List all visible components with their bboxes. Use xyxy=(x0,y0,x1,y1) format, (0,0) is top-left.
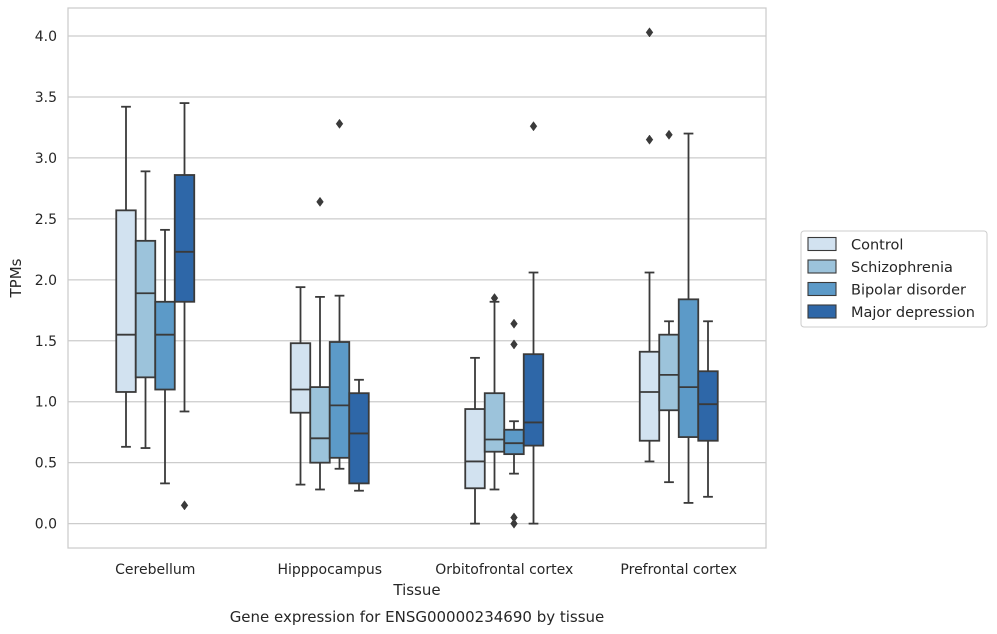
y-tick-label: 0.0 xyxy=(35,517,57,533)
y-tick-label: 0.5 xyxy=(35,456,57,472)
box-major-depression xyxy=(697,320,719,498)
outlier-point xyxy=(645,27,654,38)
box-iqr xyxy=(483,392,506,453)
box-major-depression xyxy=(348,378,370,492)
box-schizophrenia xyxy=(134,170,157,449)
box-iqr xyxy=(503,428,525,456)
box-iqr xyxy=(309,386,331,464)
y-tick-label: 3.0 xyxy=(35,151,57,167)
chart-caption: Gene expression for ENSG00000234690 by t… xyxy=(230,608,605,626)
legend-label: Control xyxy=(851,238,903,254)
x-tick-label: Prefrontal cortex xyxy=(620,562,737,578)
box-bipolar-disorder xyxy=(677,132,700,504)
y-tick-label: 1.5 xyxy=(35,334,57,350)
box-iqr xyxy=(677,298,700,438)
box-iqr xyxy=(348,392,370,485)
y-tick-label: 4.0 xyxy=(35,29,57,45)
plot-frame xyxy=(67,7,767,549)
box-control xyxy=(115,105,137,448)
box-control xyxy=(464,356,486,525)
legend-label: Major depression xyxy=(851,305,975,321)
outlier-point xyxy=(529,121,538,132)
y-tick-label: 1.0 xyxy=(35,395,57,411)
outlier-point xyxy=(490,293,499,304)
box-iqr xyxy=(154,300,176,391)
legend-label: Schizophrenia xyxy=(851,260,953,276)
box-iqr xyxy=(115,209,137,393)
legend: Control Schizophrenia Bipolar disorder Majo… xyxy=(800,230,988,328)
outlier-point xyxy=(510,518,518,529)
box-bipolar-disorder xyxy=(154,228,176,485)
box-major-depression xyxy=(522,121,545,525)
box-schizophrenia xyxy=(483,293,506,491)
box-iqr xyxy=(464,408,486,490)
legend-label: Bipolar disorder xyxy=(851,283,966,299)
box-iqr xyxy=(522,353,545,447)
box-iqr xyxy=(658,333,680,412)
box-major-depression xyxy=(173,102,196,511)
legend-swatch xyxy=(807,304,837,319)
legend-swatch xyxy=(807,236,837,252)
box-iqr xyxy=(173,174,196,303)
y-axis-title: TPMs xyxy=(7,258,25,298)
box-iqr xyxy=(289,342,312,414)
box-groups xyxy=(115,27,719,529)
x-tick-label: Orbitofrontal cortex xyxy=(435,562,573,578)
x-tick-labels: Cerebellum Hipppocampus Orbitofrontal cort… xyxy=(115,562,737,578)
outlier-point xyxy=(665,129,673,140)
box-iqr xyxy=(638,350,661,442)
box-iqr xyxy=(134,239,157,379)
outlier-point xyxy=(180,500,189,511)
legend-frame xyxy=(800,230,988,328)
y-tick-label: 2.5 xyxy=(35,212,57,228)
y-tick-label: 3.5 xyxy=(35,90,57,106)
y-tick-label: 2.0 xyxy=(35,273,57,289)
legend-swatch xyxy=(807,259,837,274)
outlier-point xyxy=(510,318,518,329)
outlier-point xyxy=(510,339,518,350)
plot-background xyxy=(68,8,766,548)
x-tick-label: Cerebellum xyxy=(115,562,195,578)
box-iqr xyxy=(697,370,719,442)
x-tick-label: Hipppocampus xyxy=(277,562,382,578)
box-bipolar-disorder xyxy=(328,118,351,470)
x-axis-title: Tissue xyxy=(392,581,440,599)
outlier-point xyxy=(316,196,324,207)
outlier-point xyxy=(335,118,344,129)
box-iqr xyxy=(328,341,351,459)
box-control xyxy=(289,286,312,486)
outlier-point xyxy=(645,134,654,145)
y-tick-labels: 0.0 0.5 1.0 1.5 2.0 2.5 3.0 3.5 4.0 xyxy=(35,29,57,533)
box-schizophrenia xyxy=(658,129,680,484)
legend-swatch xyxy=(807,281,837,297)
